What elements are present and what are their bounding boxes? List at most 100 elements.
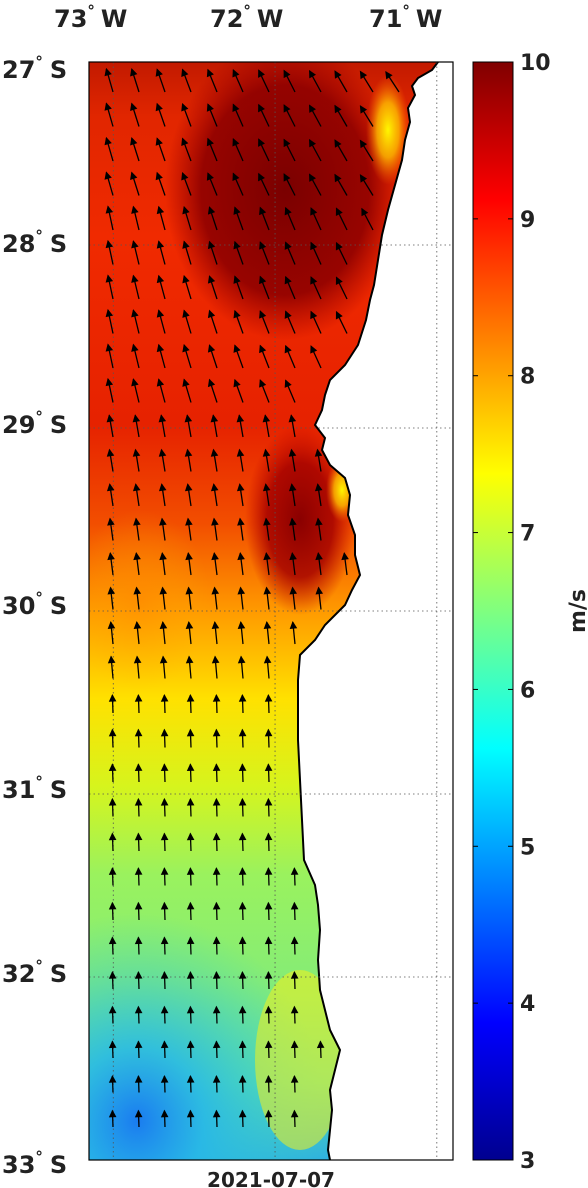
wind-vector [361, 207, 374, 231]
wind-vector [155, 171, 166, 196]
wind-vector [206, 137, 218, 162]
wind-vector [186, 1109, 195, 1128]
wind-vector [108, 728, 117, 748]
wind-vector [335, 207, 348, 231]
wind-vector [186, 763, 195, 783]
wind-vector [207, 309, 218, 334]
wind-vector [108, 832, 117, 852]
wind-vector [160, 693, 169, 714]
colorbar-unit-label: m/s [566, 589, 588, 633]
wind-vector [133, 655, 142, 679]
lon-label-71w: 71° W [369, 2, 442, 33]
wind-vector [233, 206, 244, 231]
wind-vector [308, 173, 322, 196]
wind-vector [207, 378, 218, 403]
wind-vector [134, 693, 143, 714]
wind-vector [308, 138, 322, 162]
wind-vector [284, 379, 296, 403]
wind-vector [290, 1109, 299, 1128]
wind-vector [238, 693, 247, 714]
wind-vector [238, 936, 247, 955]
wind-vector [238, 832, 247, 852]
wind-vector [159, 655, 168, 679]
wind-vector [264, 1074, 273, 1093]
wind-vector [186, 797, 195, 817]
wind-vector [207, 206, 218, 231]
wind-vector [181, 137, 192, 162]
wind-vector [238, 971, 247, 990]
wind-vector [310, 276, 322, 300]
wind-vector [283, 138, 296, 162]
wind-vector [211, 655, 220, 679]
wind-vector [104, 67, 114, 93]
wind-vector [212, 1005, 221, 1024]
wind-vector [156, 309, 166, 334]
lat-label-29s: 29° S [2, 408, 67, 439]
wind-vector [160, 1040, 169, 1059]
wind-vector [263, 552, 271, 576]
wind-vector [259, 310, 270, 334]
wind-vector [155, 68, 166, 93]
wind-vector [237, 552, 245, 576]
wind-vector [160, 1109, 169, 1128]
wind-vector [186, 728, 195, 748]
wind-vector [185, 586, 194, 610]
wind-vector [315, 517, 323, 541]
wind-vector [289, 586, 298, 610]
wind-vector [264, 971, 273, 990]
wind-vector [134, 936, 143, 955]
wind-vector [184, 448, 193, 472]
wind-vector [264, 1109, 273, 1128]
wind-vector [284, 344, 296, 369]
wind-vector [310, 310, 322, 334]
wind-vector [264, 832, 273, 852]
wind-vector [232, 172, 244, 196]
wind-vector [262, 414, 271, 438]
wind-vector [186, 832, 195, 852]
wind-vector [132, 483, 141, 507]
wind-vector [105, 205, 114, 231]
wind-vector [133, 517, 141, 541]
lon-label-73w: 73° W [54, 2, 127, 33]
high-speed-core-coastal [245, 425, 355, 615]
wind-vector [181, 68, 192, 93]
wind-vector [236, 414, 245, 438]
wind-vector [334, 173, 348, 196]
wind-vector [210, 448, 219, 472]
wind-vector [290, 971, 299, 990]
wind-vector [108, 971, 117, 990]
wind-vector [108, 867, 117, 886]
lat-label-31s: 31° S [2, 773, 67, 804]
wind-vector [108, 1109, 117, 1128]
wind-vector [284, 206, 296, 231]
wind-vector [131, 343, 140, 369]
wind-vector [155, 102, 166, 127]
wind-vector [186, 901, 195, 921]
wind-vector [160, 763, 169, 783]
wind-vector [134, 832, 143, 852]
wind-vector [160, 901, 169, 921]
wind-vector [289, 552, 297, 576]
wind-vector [186, 971, 195, 990]
wind-vector [264, 867, 273, 886]
wind-vector [334, 139, 348, 162]
wind-vector [263, 655, 272, 679]
wind-vector [108, 1005, 117, 1024]
wind-vector [212, 936, 221, 955]
wind-vector [132, 448, 141, 472]
wind-vector [315, 552, 323, 576]
wind-vector [264, 1005, 273, 1024]
wind-vector [212, 971, 221, 990]
wind-vector [186, 693, 195, 714]
wind-vector [335, 241, 348, 265]
wind-vector [104, 102, 114, 127]
wind-vector [212, 693, 221, 714]
wind-vector [290, 936, 299, 955]
map-border [88, 61, 454, 1161]
wind-vector [259, 206, 270, 231]
transition-band [89, 510, 210, 690]
wind-vector [263, 517, 271, 541]
wind-vector [182, 240, 192, 265]
colorbar-tick-label: 7 [520, 522, 535, 547]
